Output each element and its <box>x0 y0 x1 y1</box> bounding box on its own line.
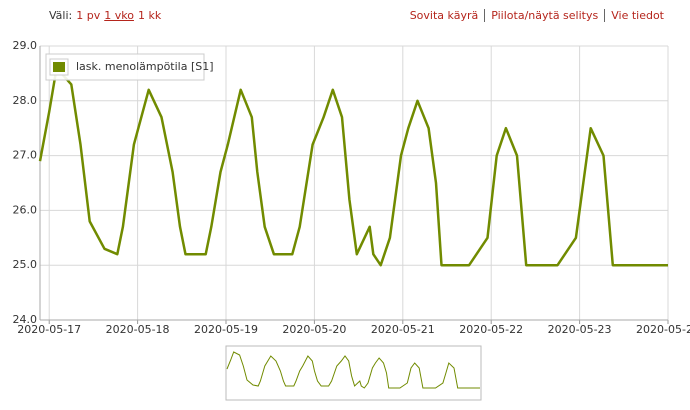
action-link[interactable]: Piilota/näytä selitys <box>485 9 606 22</box>
x-tick-label: 2020-05-17 <box>17 323 81 336</box>
y-tick-label: 24.0 <box>13 313 38 326</box>
y-tick-label: 27.0 <box>13 149 38 162</box>
x-tick-label: 2020-05-19 <box>194 323 258 336</box>
x-tick-label: 2020-05-20 <box>282 323 346 336</box>
range-label: Väli: <box>49 9 73 22</box>
x-tick-label: 2020-05-18 <box>106 323 170 336</box>
legend-swatch <box>53 62 65 72</box>
actions: Sovita käyrä Piilota/näytä selitys Vie tie… <box>403 9 664 22</box>
y-tick-label: 25.0 <box>13 258 38 271</box>
series-line <box>38 66 668 267</box>
x-tick-label: 2020-05-21 <box>371 323 435 336</box>
x-tick-label: 2020-05-22 <box>459 323 523 336</box>
range-link[interactable]: 1 pv <box>76 9 101 22</box>
x-tick-label: 2020-05-23 <box>548 323 612 336</box>
y-tick-label: 28.0 <box>13 94 38 107</box>
legend-box <box>45 53 205 81</box>
action-link[interactable]: Vie tiedot <box>611 9 664 22</box>
navigator-line <box>226 351 480 389</box>
legend-label: lask. menolämpötila [S1] <box>76 60 214 73</box>
y-tick-label: 26.0 <box>13 203 38 216</box>
x-tick-label: 2020-05-24 <box>636 323 690 336</box>
range-selector: Väli: 1 pv 1 vko 1 kk <box>49 9 161 22</box>
action-link[interactable]: Sovita käyrä <box>403 9 486 22</box>
y-tick-label: 29.0 <box>13 39 38 52</box>
range-link[interactable]: 1 kk <box>137 9 162 22</box>
legend: lask. menolämpötila [S1] <box>45 53 214 81</box>
range-link[interactable]: 1 vko <box>104 9 134 22</box>
navigator-frame <box>225 345 482 401</box>
